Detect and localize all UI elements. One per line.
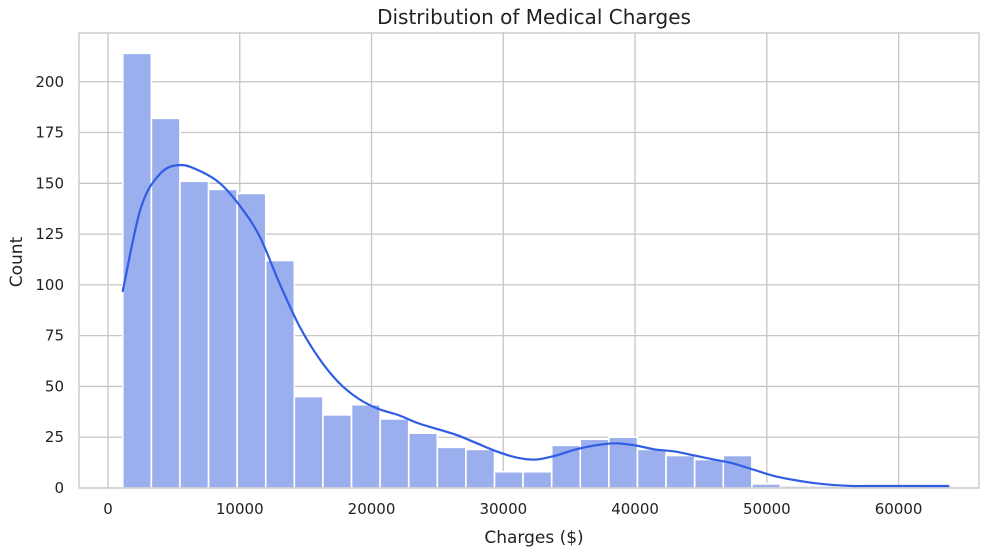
histogram-bar <box>350 403 381 489</box>
kde-layer <box>121 163 950 488</box>
histogram-bar <box>665 454 696 489</box>
x-tick-label: 40000 <box>611 500 659 518</box>
histogram-bar <box>493 470 524 489</box>
y-tick-label: 125 <box>35 225 64 243</box>
histogram-bar <box>264 259 296 489</box>
y-tick-label: 0 <box>54 479 64 497</box>
y-tick-label: 75 <box>45 327 64 345</box>
x-tick-label: 50000 <box>743 500 791 518</box>
y-tick-labels: 0 25 50 75 100 125 150 175 200 <box>35 73 64 497</box>
x-tick-label: 0 <box>103 500 113 518</box>
histogram-bar <box>322 414 353 489</box>
histogram-bar <box>722 454 753 489</box>
x-tick-labels: 0 10000 20000 30000 40000 50000 60000 <box>103 500 922 518</box>
chart-title: Distribution of Medical Charges <box>377 5 691 29</box>
histogram-bar <box>179 180 210 489</box>
histogram-bar <box>407 432 439 489</box>
y-tick-label: 100 <box>35 276 64 294</box>
kde-line <box>121 163 950 488</box>
x-tick-label: 10000 <box>216 500 264 518</box>
histogram-bar <box>436 446 467 489</box>
histogram-bar <box>150 117 181 489</box>
x-tick-label: 20000 <box>348 500 396 518</box>
histogram-bar <box>636 448 667 489</box>
plot-frame <box>78 32 980 489</box>
y-tick-label: 50 <box>45 377 64 395</box>
x-tick-label: 60000 <box>875 500 923 518</box>
histogram-bar <box>465 448 496 489</box>
y-tick-label: 175 <box>35 124 64 142</box>
histogram-bar <box>207 188 238 489</box>
histogram-bar <box>379 418 410 489</box>
y-tick-label: 150 <box>35 174 64 192</box>
histogram-bar <box>293 395 324 489</box>
x-axis-title: Charges ($) <box>484 528 583 548</box>
bar-layer <box>121 52 953 489</box>
histogram-bar <box>693 458 725 489</box>
y-axis-title: Count <box>7 236 27 287</box>
y-tick-label: 25 <box>45 428 64 446</box>
y-tick-label: 200 <box>35 73 64 91</box>
histogram-bar <box>522 470 553 489</box>
x-tick-label: 30000 <box>479 500 527 518</box>
